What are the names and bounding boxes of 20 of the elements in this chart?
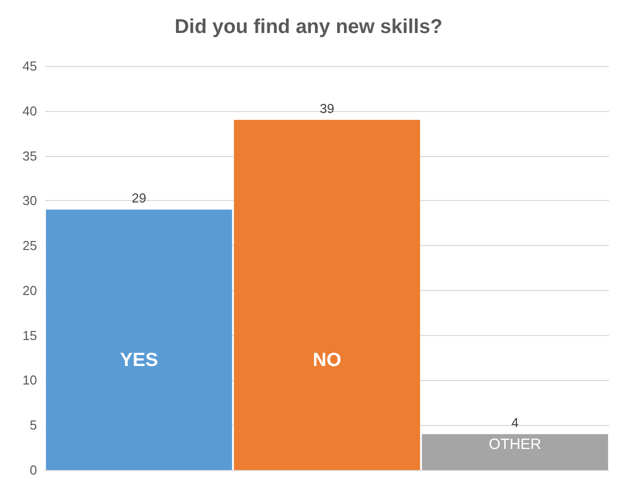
bar bbox=[46, 210, 232, 470]
data-label: 4 bbox=[511, 415, 519, 430]
x-tick-label: YES bbox=[120, 350, 158, 371]
bar bbox=[234, 120, 420, 470]
x-tick-label: OTHER bbox=[488, 436, 542, 453]
data-label: 29 bbox=[132, 190, 146, 206]
y-tick-label: 25 bbox=[22, 238, 37, 254]
chart-title: Did you find any new skills? bbox=[174, 16, 442, 38]
data-label: 39 bbox=[320, 100, 334, 116]
y-tick-label: 5 bbox=[30, 418, 37, 433]
bar bbox=[422, 434, 608, 470]
x-tick-label: NO bbox=[312, 350, 342, 371]
y-tick-label: 30 bbox=[22, 193, 37, 208]
y-tick-label: 45 bbox=[22, 58, 37, 74]
y-tick-label: 0 bbox=[30, 462, 37, 478]
y-tick-label: 15 bbox=[22, 328, 37, 343]
y-tick-label: 40 bbox=[22, 103, 37, 118]
y-tick-label: 20 bbox=[22, 282, 37, 298]
y-tick-label: 10 bbox=[22, 372, 37, 388]
y-tick-label: 35 bbox=[22, 148, 37, 164]
